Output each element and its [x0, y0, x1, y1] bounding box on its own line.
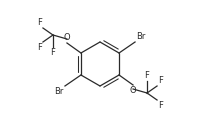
Text: F: F: [157, 76, 162, 85]
Text: O: O: [129, 86, 136, 95]
Text: F: F: [157, 101, 162, 110]
Text: Br: Br: [54, 87, 64, 96]
Text: F: F: [50, 48, 55, 57]
Text: F: F: [37, 43, 42, 52]
Text: Br: Br: [135, 32, 145, 41]
Text: O: O: [63, 33, 70, 42]
Text: F: F: [37, 18, 42, 27]
Text: F: F: [144, 71, 149, 80]
